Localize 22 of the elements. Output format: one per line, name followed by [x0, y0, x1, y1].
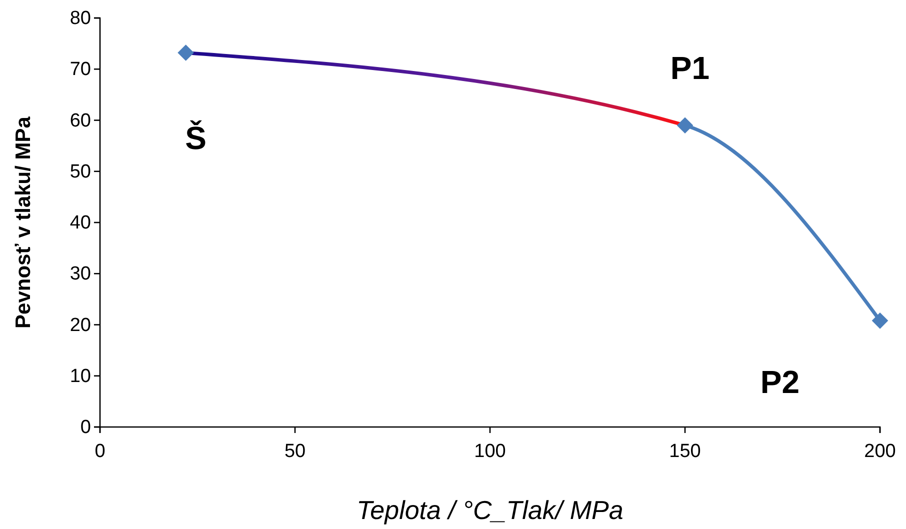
- y-tick-label: 40: [70, 212, 91, 234]
- y-tick-label: 70: [70, 59, 91, 80]
- y-tick-label: 20: [70, 314, 91, 336]
- y-tick-label: 10: [70, 366, 91, 387]
- x-axis-title: Teplota / °C_Tlak/ MPa: [356, 495, 624, 525]
- point: [676, 117, 694, 134]
- y-tick-label: 30: [70, 264, 91, 285]
- x-tick-label: 0: [94, 440, 106, 462]
- y-tick-label: 50: [70, 161, 91, 182]
- annotation: Š: [185, 120, 206, 156]
- y-axis-title: Pevnosť v tlaku/ MPa: [12, 116, 35, 328]
- x-tick-label: 200: [864, 440, 896, 462]
- y-tick-label: 0: [80, 417, 91, 438]
- annotation: P1: [670, 50, 710, 86]
- annotation: P2: [760, 364, 800, 400]
- x-tick-label: 100: [474, 440, 506, 462]
- point: [178, 44, 194, 61]
- x-tick-label: 150: [669, 440, 701, 462]
- y-tick-label: 80: [70, 8, 91, 30]
- x-tick-label: 50: [284, 440, 306, 462]
- point: [872, 312, 888, 329]
- y-tick-label: 60: [70, 110, 91, 132]
